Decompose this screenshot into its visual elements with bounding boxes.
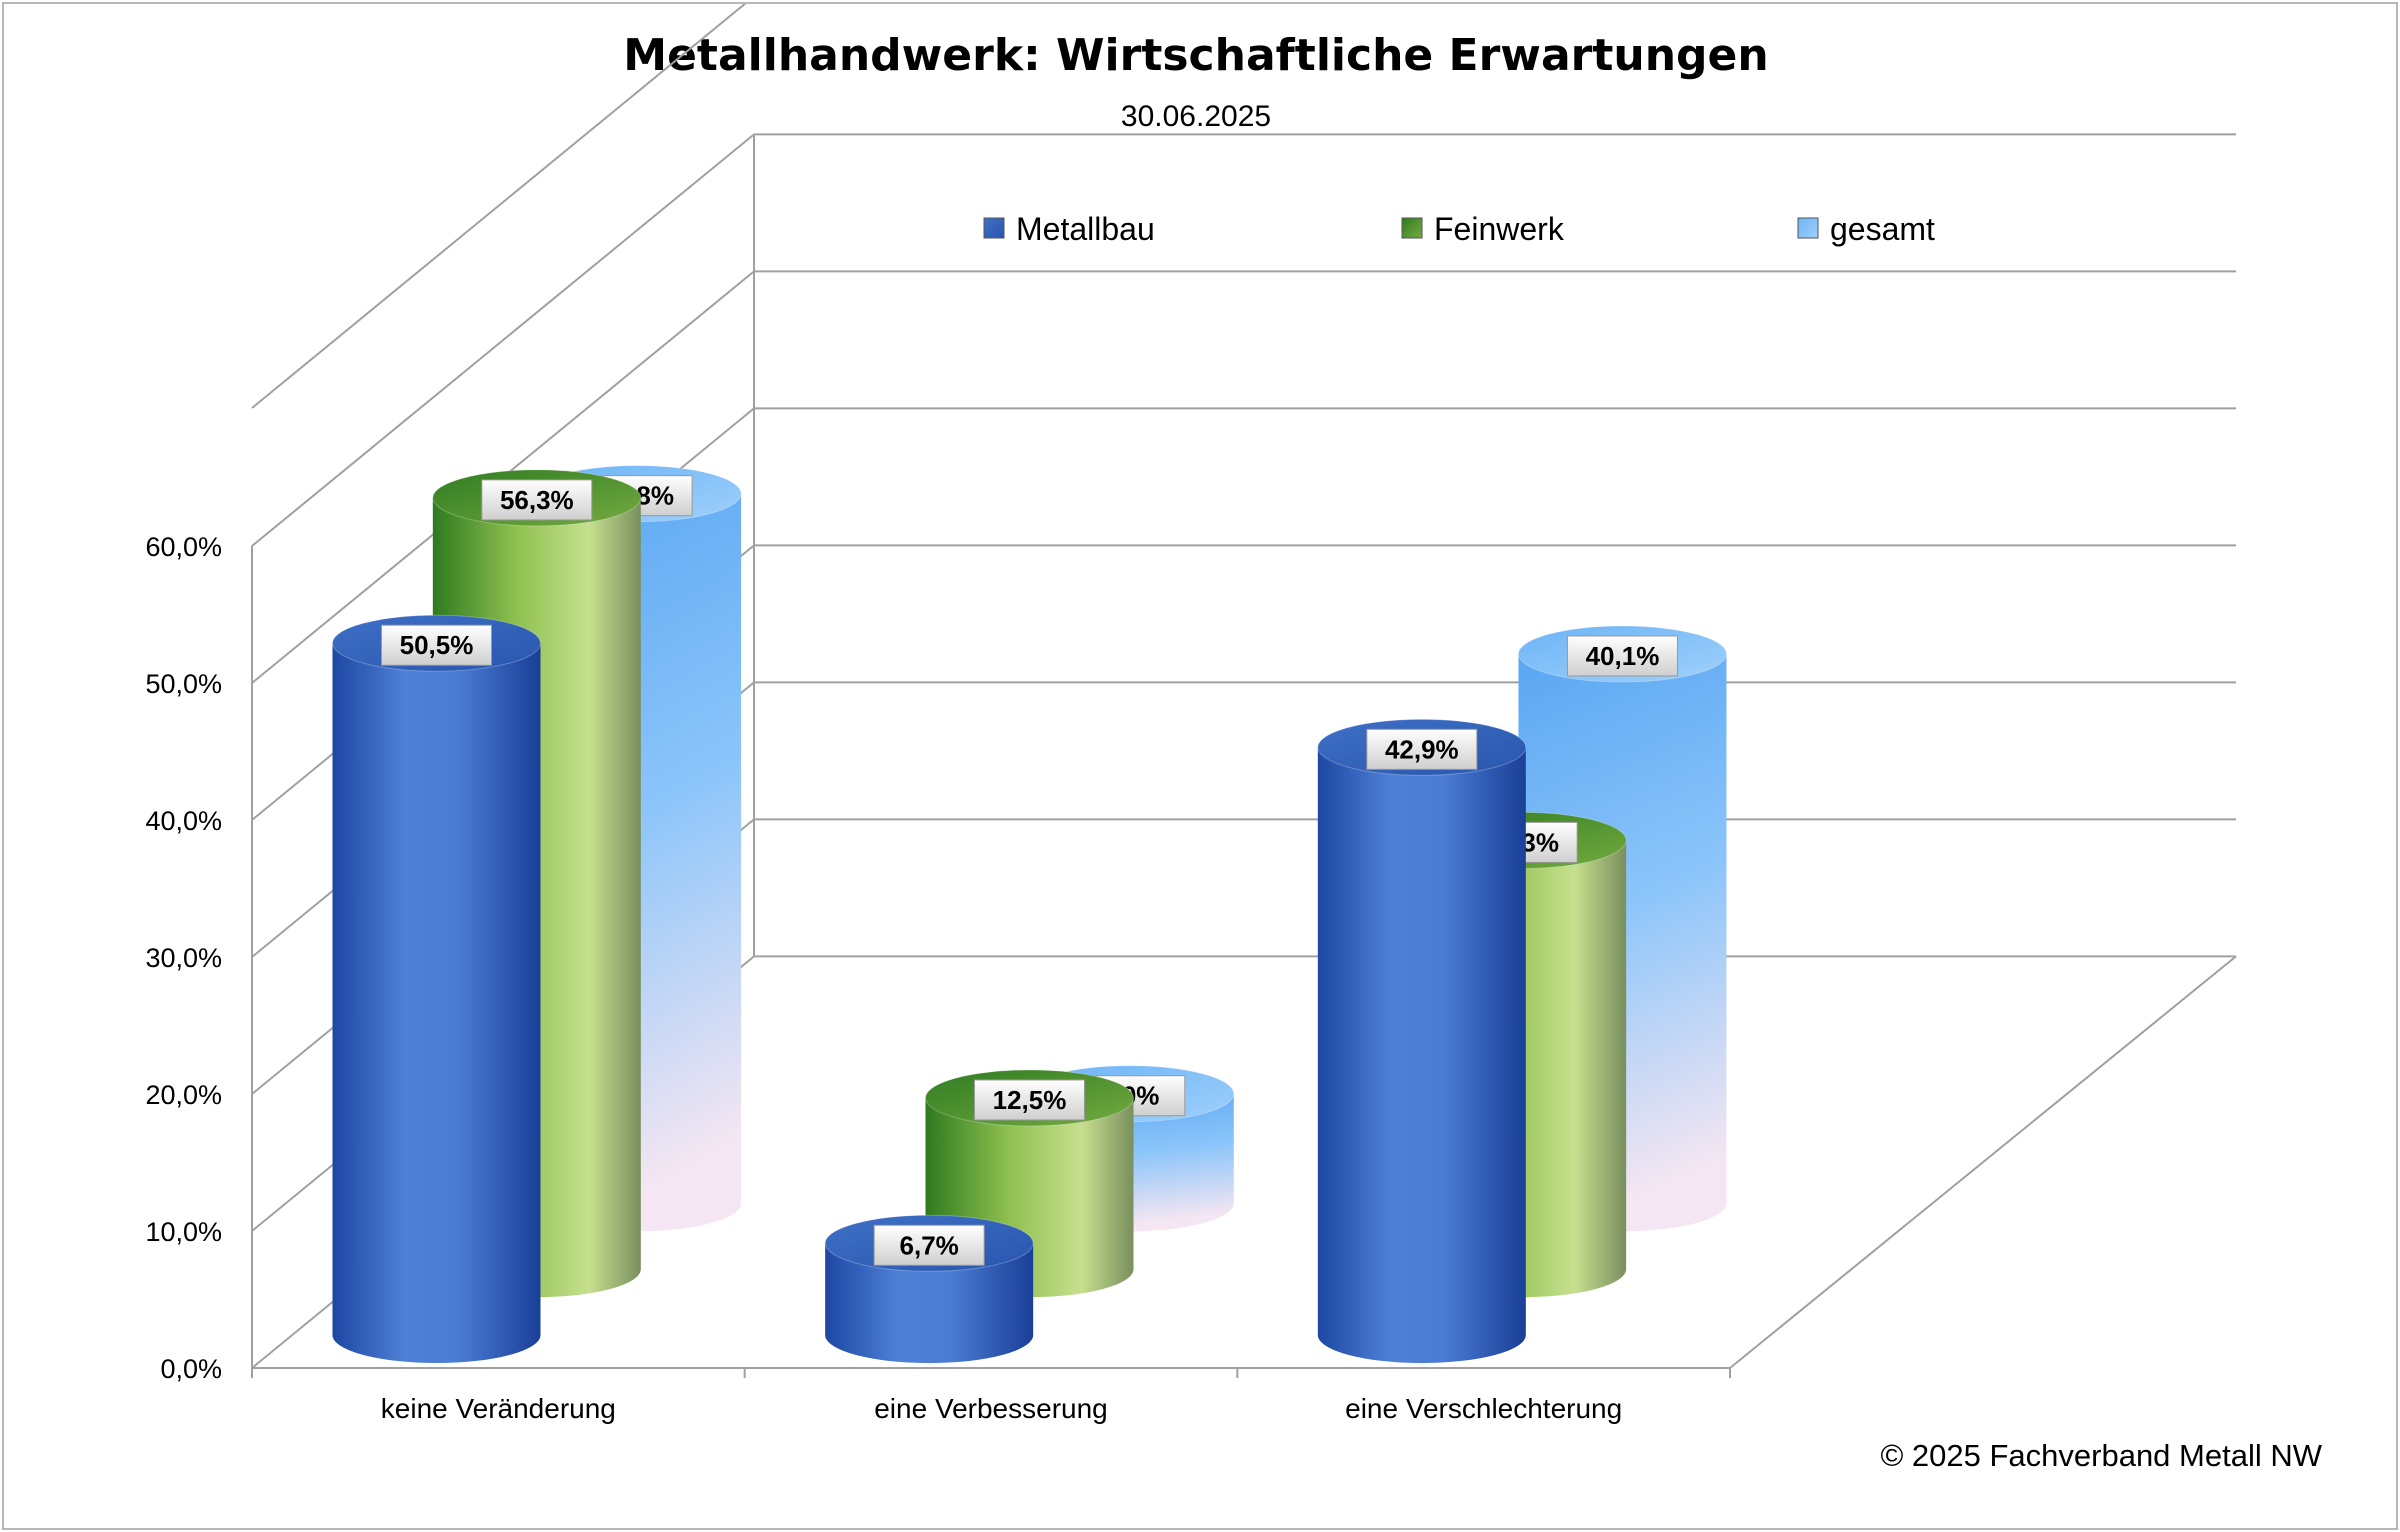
legend-label: gesamt bbox=[1830, 211, 1935, 247]
floor-right-edge bbox=[1729, 955, 2237, 1369]
side-wall-top bbox=[251, 4, 747, 409]
y-tick-label: 0,0% bbox=[160, 1354, 222, 1384]
data-label-box bbox=[380, 624, 492, 666]
data-label-box bbox=[1566, 635, 1678, 677]
legend-item-metallbau: Metallbau bbox=[983, 211, 1155, 247]
legend: Metallbau Feinwerk gesamt bbox=[983, 211, 1935, 247]
bar-body bbox=[332, 643, 541, 1364]
bar-body bbox=[825, 1243, 1034, 1364]
data-label-box bbox=[481, 479, 593, 521]
gridline-side bbox=[251, 133, 755, 547]
data-label: 50,5% bbox=[400, 630, 474, 660]
bar-metallbau: 50,5% bbox=[331, 614, 541, 1364]
y-tick-label: 10,0% bbox=[145, 1217, 222, 1247]
y-tick-label: 50,0% bbox=[145, 669, 222, 699]
legend-swatch bbox=[1401, 217, 1423, 239]
bar-metallbau: 42,9% bbox=[1317, 718, 1527, 1364]
y-tick-label: 60,0% bbox=[145, 532, 222, 562]
legend-item-feinwerk: Feinwerk bbox=[1401, 211, 1565, 247]
data-label-box bbox=[1366, 728, 1478, 770]
category-label: eine Verbesserung bbox=[874, 1393, 1108, 1424]
legend-item-gesamt: gesamt bbox=[1797, 211, 1935, 247]
chart-subtitle: 30.06.2025 bbox=[1121, 100, 1271, 133]
data-label-box bbox=[873, 1224, 985, 1266]
data-label: 40,1% bbox=[1586, 641, 1660, 671]
data-label: 42,9% bbox=[1385, 734, 1459, 764]
legend-label: Feinwerk bbox=[1434, 211, 1565, 247]
category-label: keine Veränderung bbox=[381, 1393, 616, 1424]
category-label: eine Verschlechterung bbox=[1345, 1393, 1622, 1424]
chart-canvas: Metallhandwerk: Wirtschaftliche Erwartun… bbox=[145, 4, 2323, 1473]
bar-body bbox=[1317, 747, 1526, 1364]
y-tick-label: 30,0% bbox=[145, 943, 222, 973]
bars: 51,8%8,0%40,1%56,3%12,5%31,3%50,5%6,7%42… bbox=[331, 465, 1727, 1364]
y-tick-label: 40,0% bbox=[145, 806, 222, 836]
bar-metallbau: 6,7% bbox=[824, 1214, 1034, 1364]
data-label: 12,5% bbox=[993, 1085, 1067, 1115]
data-label-box bbox=[973, 1079, 1085, 1121]
legend-label: Metallbau bbox=[1016, 211, 1155, 247]
plot-walls bbox=[251, 4, 2237, 1378]
data-label: 6,7% bbox=[900, 1230, 959, 1260]
chart-title: Metallhandwerk: Wirtschaftliche Erwartun… bbox=[623, 30, 1768, 81]
legend-swatch bbox=[1797, 217, 1819, 239]
y-tick-label: 20,0% bbox=[145, 1080, 222, 1110]
data-label: 56,3% bbox=[500, 485, 574, 515]
legend-swatch bbox=[983, 217, 1005, 239]
copyright-text: © 2025 Fachverband Metall NW bbox=[1880, 1438, 2322, 1473]
y-axis-ticks: 0,0% 10,0% 20,0% 30,0% 40,0% 50,0% 60,0% bbox=[145, 532, 222, 1384]
x-axis-categories: keine Veränderung eine Verbesserung eine V… bbox=[381, 1393, 1622, 1424]
